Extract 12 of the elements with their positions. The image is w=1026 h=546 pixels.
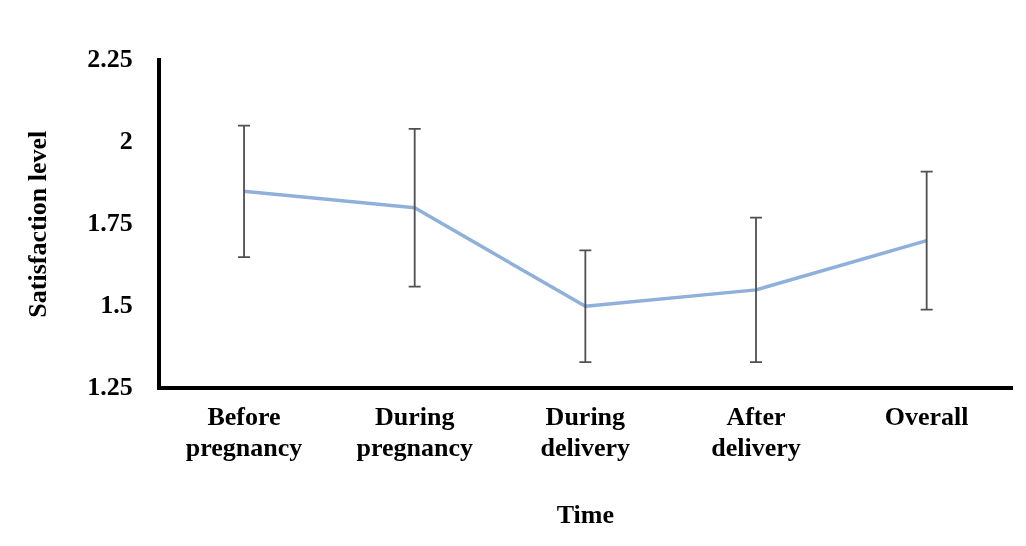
- y-tick-label: 1.5: [100, 290, 133, 320]
- x-tick-label: Before pregnancy: [185, 401, 303, 462]
- y-axis-title: Satisfaction level: [23, 130, 53, 318]
- x-tick-label: During delivery: [540, 401, 631, 462]
- y-tick-label: 2.25: [87, 43, 133, 73]
- x-axis-title: Time: [556, 500, 614, 530]
- y-tick-label: 2: [119, 125, 133, 155]
- x-tick-label: Overall: [884, 401, 969, 431]
- y-tick-label: 1.75: [87, 207, 133, 237]
- x-tick-label: During pregnancy: [356, 401, 473, 462]
- x-tick-label: After delivery: [711, 401, 801, 462]
- y-tick-label: 1.25: [87, 372, 133, 402]
